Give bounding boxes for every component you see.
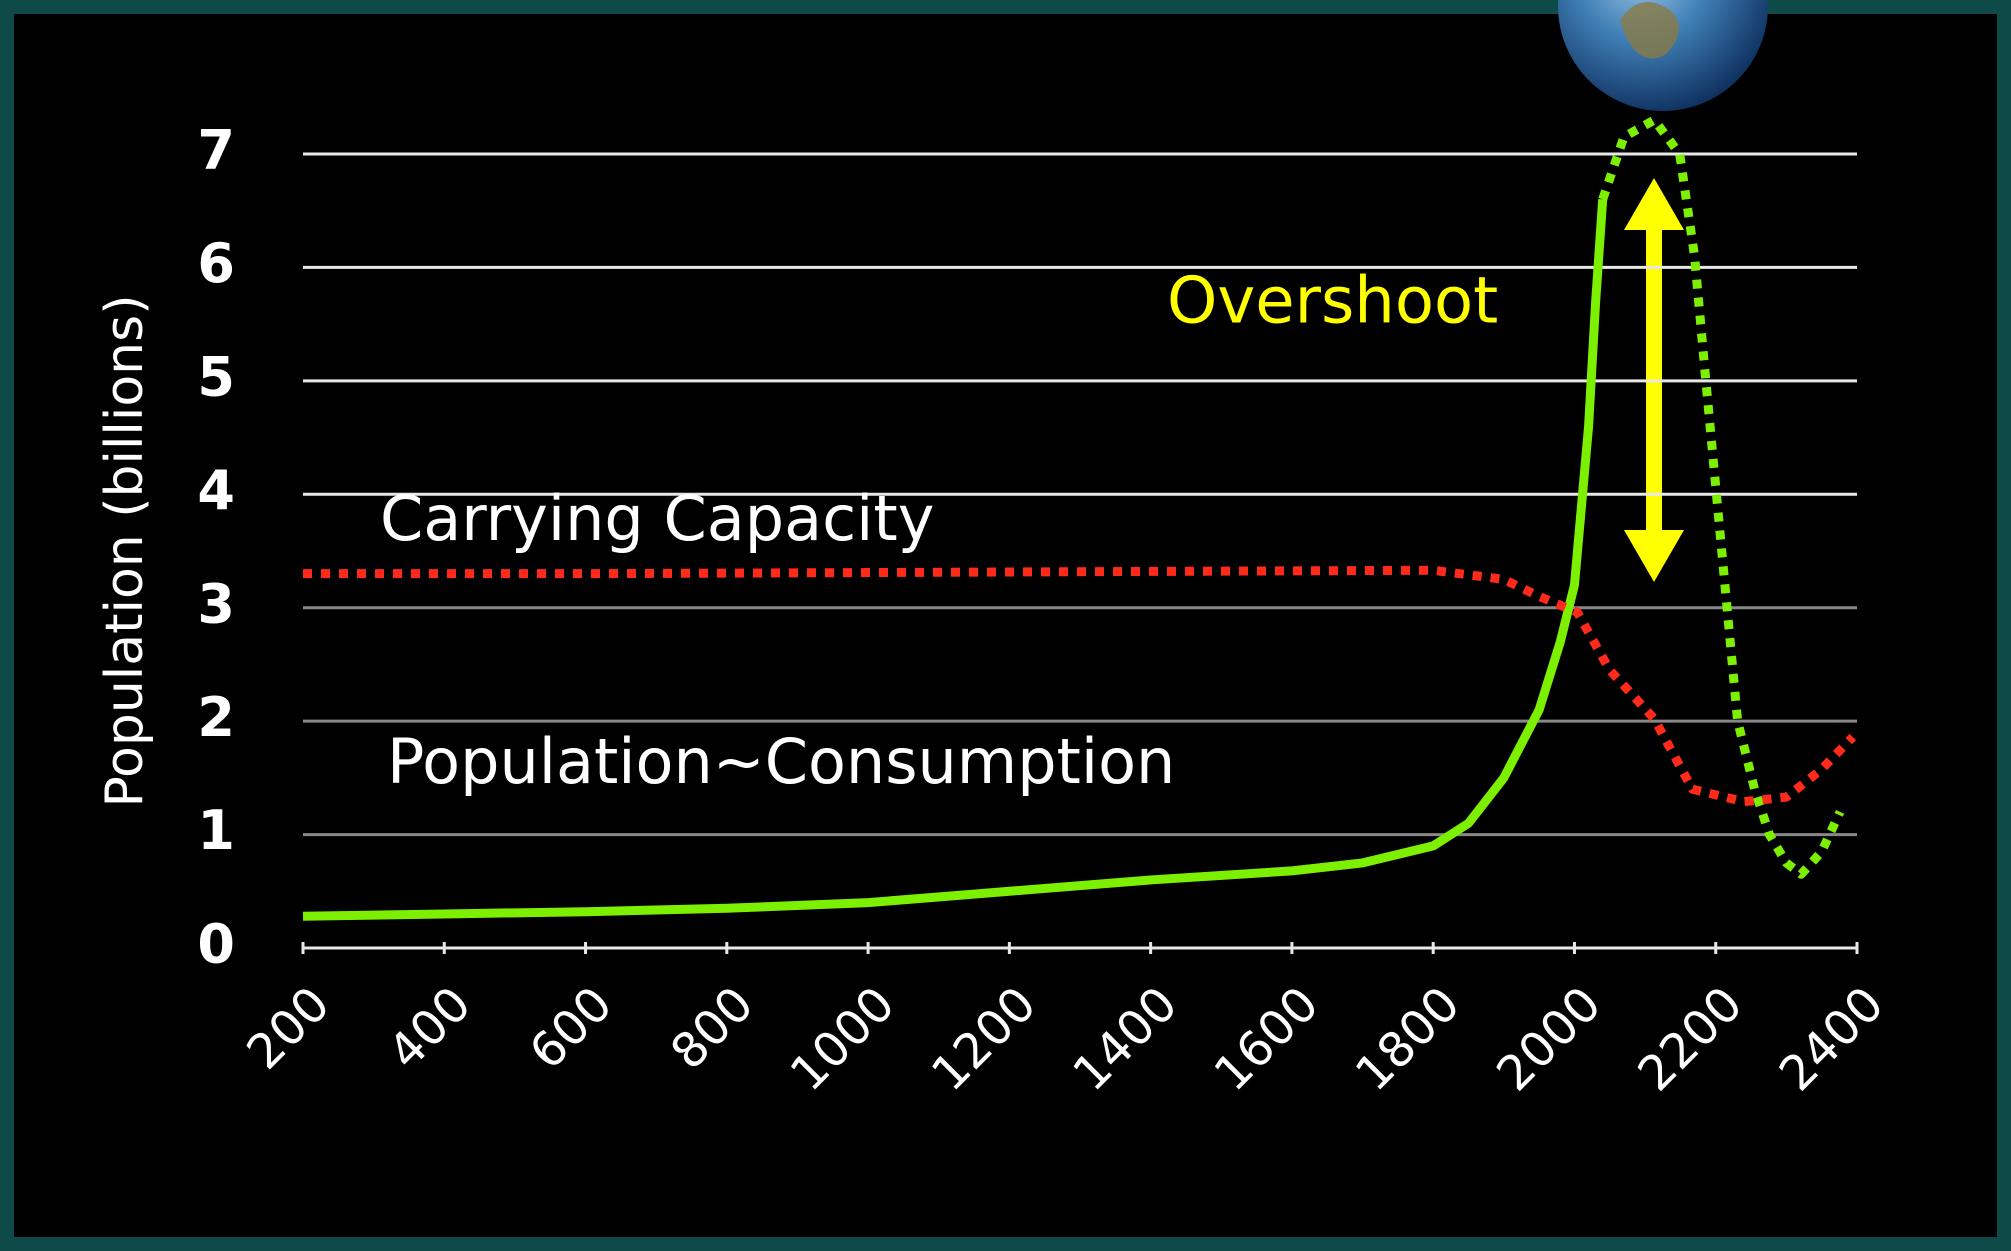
annotation: Overshoot bbox=[1167, 265, 1498, 339]
y-tick-label: 6 bbox=[197, 232, 235, 295]
y-tick-label: 1 bbox=[197, 799, 235, 862]
y-tick-label: 5 bbox=[197, 345, 235, 408]
y-tick-label: 4 bbox=[197, 459, 235, 522]
y-tick-label: 0 bbox=[197, 913, 235, 976]
y-axis-label: Population (billions) bbox=[95, 295, 155, 808]
page: Population (billions) 012345672004006008… bbox=[0, 0, 2011, 1251]
y-tick-label: 2 bbox=[197, 686, 235, 749]
line-label: Population~Consumption bbox=[387, 725, 1175, 798]
line-label: Carrying Capacity bbox=[380, 482, 934, 555]
y-tick-label: 7 bbox=[197, 119, 235, 182]
y-tick-label: 3 bbox=[197, 572, 235, 635]
chart: Population (billions) 012345672004006008… bbox=[0, 0, 2011, 1251]
